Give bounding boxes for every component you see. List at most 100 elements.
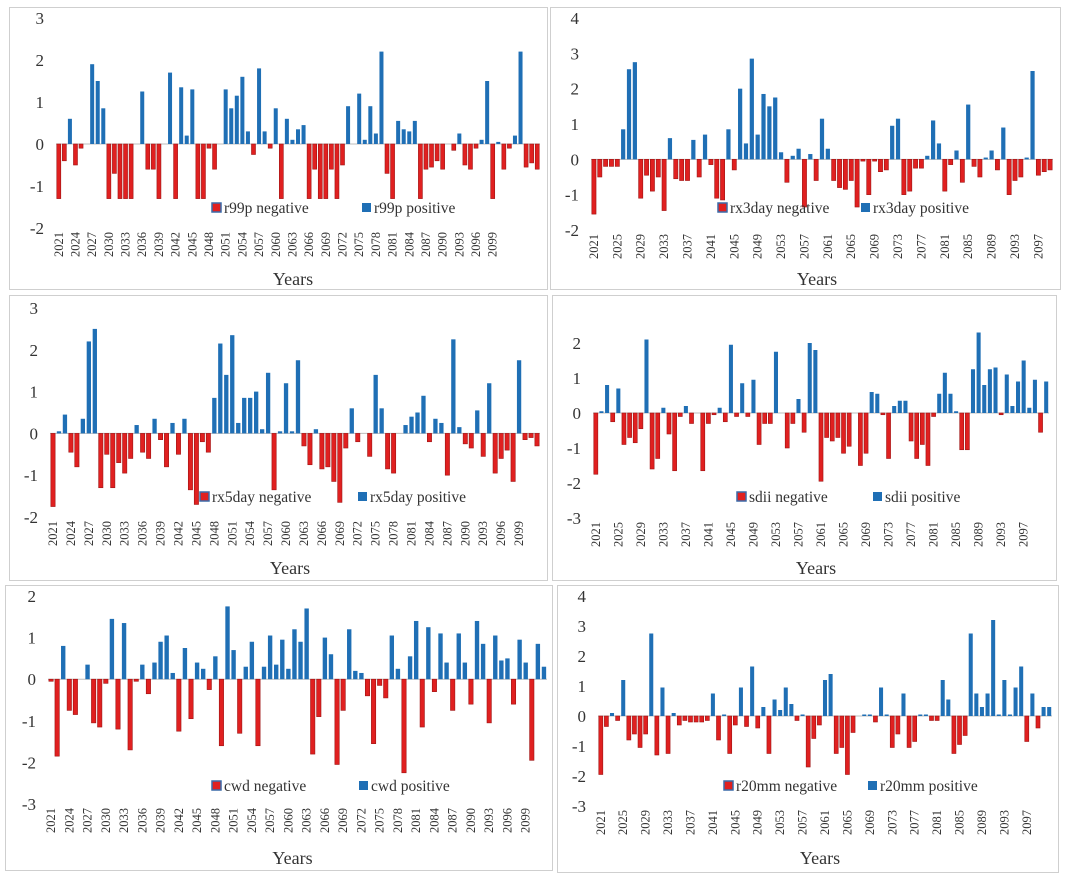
x-tick-label: 2060 [269,232,283,257]
legend: r20mm negative r20mm positive [723,778,978,795]
x-tick-label: 2033 [117,808,131,833]
bar-negative [1038,412,1043,433]
bar-negative [802,159,807,208]
bar-positive [257,68,262,144]
x-tick-label: 2090 [464,808,478,833]
bar-positive [761,93,766,160]
bar-negative [390,143,395,199]
bar-positive [869,392,874,413]
bar-negative [158,433,163,440]
x-tick-label: 2075 [369,521,383,546]
bar-positive [783,687,788,716]
bar-negative [977,159,983,178]
bar-positive [213,656,218,680]
bar-negative [367,433,373,457]
bar-positive [242,397,247,434]
bar-positive [474,620,480,680]
y-tick-label: -1 [22,712,36,731]
bar-negative [818,412,824,482]
bar-positive [90,64,95,144]
bar-positive [505,658,510,680]
bar-negative [880,412,886,416]
x-tick-label: 2033 [661,810,675,835]
x-tick-label: 2097 [1020,810,1034,835]
bar-positive [109,618,115,680]
x-tick-label: 2087 [419,232,433,257]
bar-positive [710,693,715,716]
legend-label-positive: rx5day positive [370,489,466,506]
bar-positive [259,429,265,434]
bar-positive [755,134,760,160]
x-tick-label: 2025 [611,522,625,547]
bar-positive [632,62,637,160]
x-tick-label: 2033 [656,522,670,547]
bar-negative [745,412,751,417]
bar-negative [1035,159,1041,176]
bar-negative [127,678,133,751]
bar-positive [987,369,992,413]
x-tick-label: 2021 [52,232,66,257]
bar-negative [195,143,201,199]
bar-negative [962,715,968,736]
y-tick-label: 3 [578,617,587,636]
x-tick-label: 2069 [868,234,882,259]
bar-negative [755,715,761,729]
bar-negative [385,433,391,470]
bar-negative [626,715,632,741]
bar-positive [966,104,971,160]
bar-negative [591,159,597,215]
bar-positive [541,666,547,680]
bar-positive [892,406,897,413]
bar-negative [529,678,535,761]
x-axis-title: Years [270,558,310,578]
bar-negative [971,159,977,167]
bar-negative [1035,715,1041,729]
bar-positive [438,633,443,680]
bar-positive [1030,693,1035,716]
bar-negative [492,433,498,474]
bar-negative [925,412,931,466]
x-tick-label: 2021 [587,234,601,259]
bar-positive [224,374,229,434]
bar-positive [95,81,100,144]
bar-positive [62,414,68,434]
bar-negative [854,159,860,208]
bar-positive [413,620,419,680]
bar-negative [704,715,710,721]
x-tick-label: 2045 [185,232,199,257]
legend-swatch-negative [717,202,728,213]
x-tick-label: 2053 [774,234,788,259]
bar-negative [614,159,620,167]
bar-negative [115,678,121,730]
bar-negative [679,159,685,181]
bar-positive [1024,157,1029,160]
bar-negative [307,433,313,466]
bar-negative [337,433,343,503]
bar-positive [254,391,259,434]
y-tick-label: 0 [28,670,37,689]
bar-negative [97,678,103,728]
x-tick-label: 2053 [773,810,787,835]
bar-negative [711,412,717,416]
bar-negative [689,412,694,424]
bar-positive [182,648,188,680]
bar-positive [347,629,352,680]
bar-positive [218,343,223,434]
x-tick-label: 2024 [68,231,82,257]
x-tick-label: 2025 [616,810,630,835]
bar-positive [778,710,783,716]
bar-negative [206,143,212,149]
bar-positive [993,367,998,413]
x-tick-label: 2069 [333,521,347,546]
x-tick-label: 2033 [119,232,133,257]
bar-negative [193,433,199,505]
bar-negative [632,715,637,735]
y-tick-label: -2 [567,474,581,493]
bar-positive [954,411,959,413]
x-tick-label: 2057 [261,521,275,546]
bar-positive [1019,666,1024,716]
bar-positive [828,674,833,716]
bar-negative [784,159,790,183]
bar-positive [389,635,395,680]
bar-positive [182,418,187,434]
